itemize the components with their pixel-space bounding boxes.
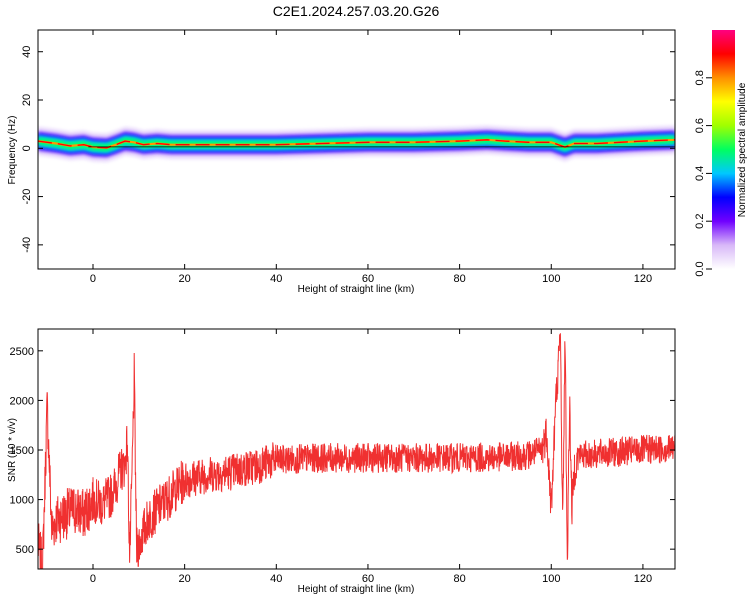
spectrogram-x-ticks: 0 20 40 60 80 100 120: [90, 30, 652, 285]
y-tick-label: 500: [16, 544, 34, 556]
x-tick-label: 120: [634, 573, 652, 585]
y-tick-label: 2500: [10, 346, 34, 358]
colorbar-tick-label: 0.0: [694, 261, 706, 276]
colorbar-label: Normalized spectral amplitude: [737, 82, 748, 217]
snr-panel: 0 20 40 60 80 100 120 500 1000 1500 2000 2500 Heig…: [7, 328, 676, 595]
spectrogram-frame: [37, 29, 676, 270]
colorbar-ticks: 0.0 0.2 0.4 0.6 0.8: [694, 70, 712, 277]
x-tick-label: 40: [270, 573, 282, 585]
snr-x-label: Height of straight line (km): [298, 584, 415, 595]
x-tick-label: 120: [634, 273, 652, 285]
colorbar-tick-label: 0.6: [694, 118, 706, 133]
y-tick-label: 40: [21, 46, 33, 58]
snr-frame: [37, 328, 676, 570]
spectral-ridge-heatmap: [38, 125, 675, 163]
x-tick-label: 100: [542, 573, 560, 585]
spectrogram-y-label: Frequency (Hz): [7, 116, 18, 185]
y-tick-label: 0: [21, 145, 33, 151]
x-tick-label: 0: [90, 273, 96, 285]
x-tick-label: 60: [362, 573, 374, 585]
x-tick-label: 60: [362, 273, 374, 285]
colorbar-gradient: [712, 30, 735, 269]
x-tick-label: 20: [179, 273, 191, 285]
x-tick-label: 40: [270, 273, 282, 285]
snr-y-ticks: 500 1000 1500 2000 2500: [10, 346, 675, 556]
y-tick-label: -20: [21, 189, 33, 205]
x-tick-label: 80: [453, 273, 465, 285]
figure-title: C2E1.2024.257.03.20.G26: [273, 3, 440, 19]
x-tick-label: 80: [453, 573, 465, 585]
y-tick-label: 1500: [10, 445, 34, 457]
snr-x-ticks: 0 20 40 60 80 100 120: [90, 329, 652, 585]
snr-y-label: SNR (10 * v/v): [7, 418, 18, 482]
snr-series-line: [38, 333, 675, 569]
colorbar-tick-label: 0.2: [694, 214, 706, 229]
y-tick-label: 1000: [10, 495, 34, 507]
colorbar-tick-label: 0.8: [694, 70, 706, 85]
spectrogram-panel: 0 20 40 60 80 100 120 -40 -20 0 20 40 Height of st…: [7, 29, 676, 295]
spectrogram-x-label: Height of straight line (km): [298, 284, 415, 295]
ridge-band-green: [38, 136, 675, 152]
y-tick-label: -40: [21, 237, 33, 253]
x-tick-label: 20: [179, 573, 191, 585]
ridge-peak-red: [38, 139, 675, 149]
spectrogram-y-ticks: -40 -20 0 20 40: [21, 46, 675, 253]
colorbar: 0.0 0.2 0.4 0.6 0.8 Normalized spectral ampl…: [694, 30, 748, 277]
y-tick-label: 2000: [10, 395, 34, 407]
colorbar-tick-label: 0.4: [694, 166, 706, 181]
x-tick-label: 0: [90, 573, 96, 585]
x-tick-label: 100: [542, 273, 560, 285]
y-tick-label: 20: [21, 94, 33, 106]
